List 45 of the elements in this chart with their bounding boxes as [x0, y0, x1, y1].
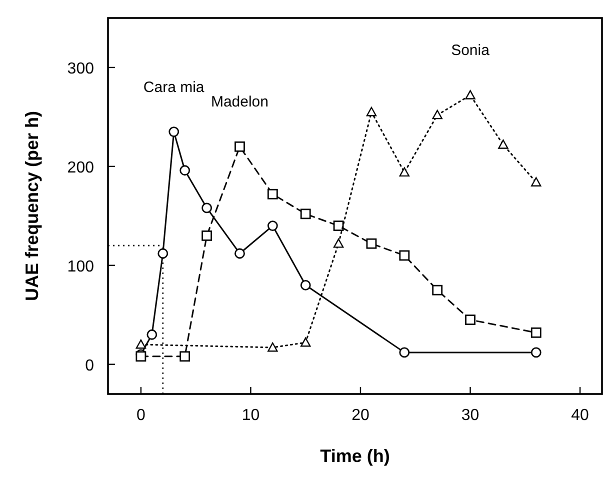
point [180, 165, 190, 176]
x-tick-label: 40 [571, 407, 590, 424]
point [268, 342, 278, 352]
x-tick-label: 0 [136, 407, 146, 424]
point [530, 327, 542, 338]
point [399, 250, 410, 261]
point [158, 248, 168, 259]
point [465, 314, 476, 325]
point [300, 280, 311, 290]
point [202, 230, 212, 241]
point [498, 140, 508, 149]
point [399, 347, 410, 358]
y-tick-label: 200 [67, 159, 94, 176]
y-axis-title: UAE frequency (per h) [22, 110, 42, 302]
point [333, 238, 344, 248]
y-tick-label: 300 [67, 60, 94, 78]
text: Madelon [210, 94, 269, 111]
point [234, 248, 245, 259]
point [146, 329, 158, 340]
x-tick-label: 30 [461, 407, 480, 424]
point [168, 126, 180, 137]
x-tick-label: 20 [352, 407, 370, 424]
point [530, 347, 542, 358]
point [267, 188, 278, 200]
point [366, 238, 377, 249]
text: Cara mia [143, 78, 205, 96]
y-tick-label: 0 [85, 357, 94, 374]
point [202, 202, 212, 214]
point [531, 177, 542, 186]
point [300, 208, 311, 220]
point [432, 284, 443, 296]
point [180, 351, 190, 362]
y-tick-label: 100 [67, 258, 94, 276]
point [267, 220, 278, 231]
x-axis-title: Time (h) [320, 446, 390, 466]
point [333, 220, 344, 231]
point [300, 337, 311, 347]
point [234, 141, 245, 152]
point [432, 110, 442, 120]
point [465, 90, 476, 100]
point [399, 167, 410, 177]
point [366, 106, 377, 116]
x-tick-label: 10 [242, 407, 260, 424]
point [136, 339, 146, 349]
text: Sonia [451, 42, 490, 60]
